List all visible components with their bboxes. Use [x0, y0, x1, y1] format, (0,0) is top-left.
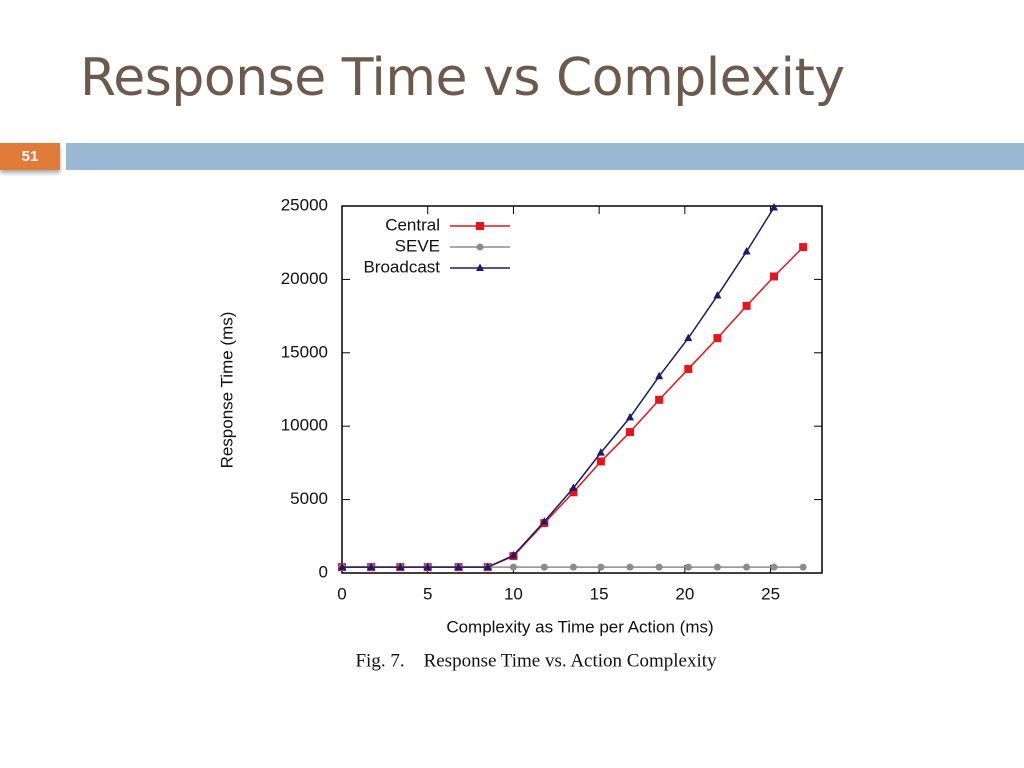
y-tick-label: 15000: [281, 342, 328, 361]
legend-label: Broadcast: [363, 257, 440, 276]
marker: [713, 334, 722, 343]
marker: [596, 448, 605, 456]
marker: [799, 563, 807, 571]
marker: [770, 202, 778, 211]
marker: [509, 563, 517, 571]
marker: [799, 243, 808, 252]
legend-marker: [476, 263, 484, 271]
marker: [743, 563, 751, 571]
marker: [713, 563, 721, 571]
marker: [742, 301, 751, 310]
legend-label: SEVE: [395, 236, 440, 255]
marker: [454, 562, 463, 571]
x-tick-label: 0: [337, 584, 346, 603]
marker: [626, 428, 634, 437]
marker: [483, 562, 492, 571]
plot-frame: [341, 205, 823, 574]
marker: [742, 247, 751, 255]
marker: [626, 563, 634, 571]
marker: [597, 563, 605, 571]
marker: [770, 272, 778, 281]
x-tick-label: 15: [590, 584, 609, 603]
legend-marker: [476, 243, 484, 251]
marker: [684, 333, 693, 342]
figure-caption: Fig. 7. Response Time vs. Action Complex…: [355, 650, 717, 671]
slide-number: 51: [0, 143, 60, 170]
y-tick-label: 20000: [281, 269, 328, 288]
marker: [569, 563, 577, 571]
y-tick-label: 10000: [281, 416, 328, 435]
x-tick-label: 20: [675, 584, 694, 603]
slide-title: Response Time vs Complexity: [80, 48, 845, 108]
marker: [596, 457, 605, 466]
marker: [423, 562, 432, 571]
marker: [713, 291, 722, 299]
marker: [367, 562, 376, 571]
marker: [626, 412, 634, 421]
marker: [655, 371, 664, 380]
marker: [655, 395, 664, 404]
legend-marker: [476, 222, 484, 230]
marker: [509, 550, 518, 559]
marker: [540, 517, 549, 525]
legend-label: Central: [385, 215, 440, 234]
series-line: [342, 246, 804, 568]
marker: [569, 488, 578, 497]
marker: [338, 562, 346, 571]
y-tick-label: 0: [319, 562, 328, 581]
marker: [540, 563, 548, 571]
marker: [684, 364, 693, 373]
x-tick-label: 5: [423, 584, 432, 603]
y-axis-label: Response Time (ms): [217, 312, 236, 469]
header-bar: [66, 143, 1024, 170]
y-tick-label: 5000: [290, 489, 328, 508]
series-line: [342, 207, 775, 568]
marker: [770, 563, 778, 571]
x-axis-label: Complexity as Time per Action (ms): [446, 617, 713, 636]
y-tick-label: 25000: [281, 195, 328, 214]
marker: [684, 563, 692, 571]
x-tick-label: 25: [761, 584, 780, 603]
marker: [396, 562, 405, 571]
marker: [569, 483, 578, 491]
marker: [655, 563, 663, 571]
x-tick-label: 10: [504, 584, 523, 603]
